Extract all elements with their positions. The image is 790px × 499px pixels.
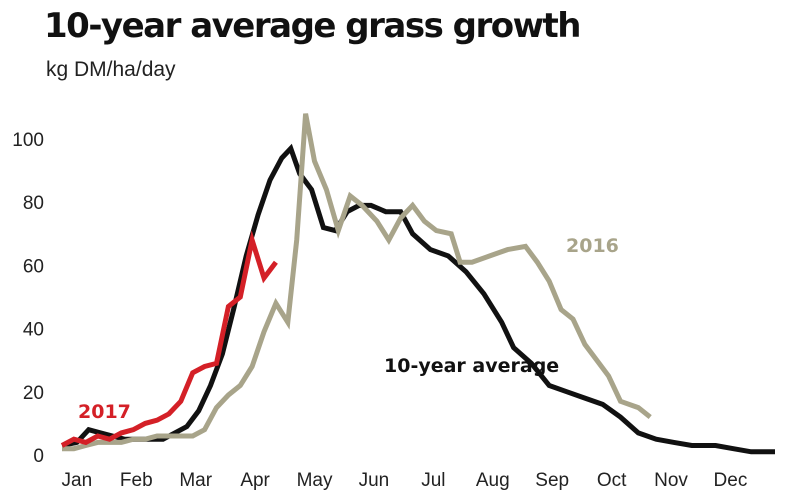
- x-tick-label: May: [297, 470, 333, 491]
- label-2017: 2017: [78, 401, 131, 423]
- x-tick-label: Oct: [597, 470, 627, 491]
- series-line-2017: [60, 230, 278, 448]
- y-tick-label: 100: [12, 130, 44, 151]
- x-tick-label: Jul: [421, 470, 445, 491]
- label-2016: 2016: [566, 235, 619, 257]
- chart-title: 10-year average grass growth: [44, 6, 582, 46]
- y-tick-label: 60: [23, 256, 44, 277]
- x-tick-label: Apr: [240, 470, 270, 491]
- y-tick-label: 0: [33, 446, 44, 467]
- x-tick-label: Mar: [179, 470, 212, 491]
- x-tick-label: Sep: [535, 470, 569, 491]
- y-tick-label: 40: [23, 320, 44, 341]
- y-tick-label: 20: [23, 383, 44, 404]
- x-tick-label: Nov: [654, 470, 688, 491]
- series-line-10-year-average: [61, 143, 775, 455]
- label-10-year-average: 10-year average: [384, 355, 559, 377]
- y-tick-label: 80: [23, 193, 44, 214]
- x-tick-label: Jun: [359, 470, 390, 491]
- x-tick-label: Aug: [476, 470, 510, 491]
- x-tick-label: Dec: [714, 470, 748, 491]
- y-axis-unit-label: kg DM/ha/day: [46, 58, 176, 81]
- series-line-2016: [62, 113, 652, 452]
- x-tick-label: Feb: [120, 470, 153, 491]
- x-tick-label: Jan: [62, 470, 93, 491]
